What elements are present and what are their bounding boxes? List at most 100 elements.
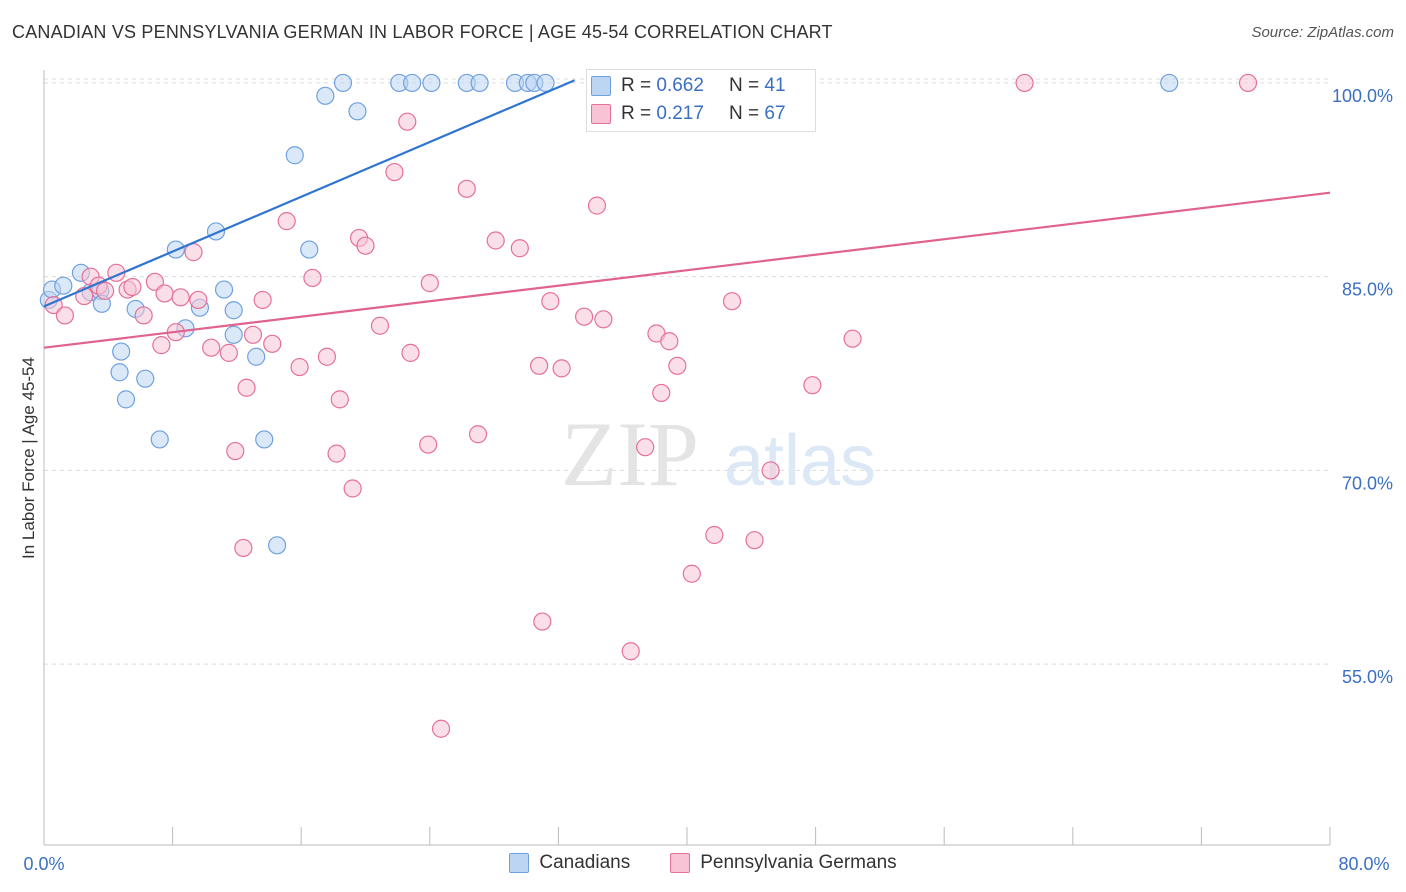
data-point [277, 212, 296, 231]
data-point [155, 284, 174, 303]
stats-r-label: R = [621, 75, 652, 96]
data-point [457, 179, 476, 198]
data-point [330, 390, 349, 409]
data-point [136, 369, 155, 388]
data-point [594, 310, 613, 329]
data-point [745, 531, 764, 550]
trend-lines [43, 79, 1331, 349]
data-point [705, 525, 724, 545]
data-point [403, 73, 422, 93]
data-point [420, 274, 439, 293]
data-point [552, 359, 571, 378]
data-point [55, 306, 74, 325]
data-point [317, 347, 337, 366]
y-tick-label: 100.0% [1332, 86, 1393, 106]
legend-item-pa-germans[interactable]: Pennsylvania Germans [670, 852, 897, 874]
x-tick-label: 80.0% [1338, 854, 1389, 874]
data-point [202, 338, 221, 357]
data-point [803, 376, 822, 395]
data-point [510, 239, 529, 258]
data-point [422, 73, 441, 93]
data-point [263, 334, 282, 353]
stats-row-canadians: R = 0.662 N = 41 [587, 73, 815, 99]
stats-r-value-pa-germans: 0.217 [656, 103, 704, 124]
data-point [110, 363, 129, 382]
source-label: Source: ZipAtlas.com [1251, 24, 1394, 41]
data-point [253, 290, 272, 310]
data-point [316, 86, 335, 105]
legend: Canadians Pennsylvania Germans [0, 852, 1406, 874]
legend-label-canadians: Canadians [539, 852, 631, 873]
data-point [668, 356, 687, 375]
stats-swatch-canadians [591, 76, 611, 96]
data-point [303, 268, 322, 288]
data-point [636, 438, 655, 457]
data-point [398, 112, 417, 131]
data-point [343, 479, 362, 498]
data-point [370, 316, 390, 335]
data-point [112, 342, 131, 361]
data-point [333, 73, 353, 93]
data-point [171, 288, 190, 307]
data-point [247, 347, 266, 366]
data-point [419, 435, 438, 454]
chart-title: CANADIAN VS PENNSYLVANIA GERMAN IN LABOR… [12, 22, 833, 42]
data-point [621, 642, 640, 661]
y-tick-label: 55.0% [1342, 667, 1393, 687]
series-pa-germans [44, 73, 1258, 738]
data-point [189, 290, 208, 310]
watermark-zip: ZIP [561, 403, 699, 505]
data-point [214, 280, 234, 299]
data-point [237, 378, 256, 397]
data-point [722, 292, 742, 311]
data-point [285, 146, 304, 165]
data-point [116, 390, 136, 409]
legend-label-pa-germans: Pennsylvania Germans [700, 852, 897, 873]
data-point [575, 307, 594, 326]
stats-box: R = 0.662 N = 41 R = 0.217 N = 67 [586, 69, 816, 132]
stats-r-label: R = [621, 103, 652, 124]
data-point [290, 357, 309, 377]
data-point [486, 231, 505, 250]
data-point [682, 564, 701, 583]
data-point [224, 325, 243, 344]
data-point [536, 73, 555, 93]
data-point [468, 425, 488, 444]
data-point [587, 196, 607, 215]
data-point [385, 162, 404, 182]
data-point [152, 336, 171, 355]
stats-n-label: N = [729, 103, 760, 124]
watermark-atlas: atlas [724, 421, 876, 501]
legend-item-canadians[interactable]: Canadians [509, 852, 630, 874]
legend-swatch-canadians [509, 853, 530, 873]
data-point [255, 430, 274, 449]
data-point [219, 343, 238, 362]
data-point [1015, 73, 1034, 93]
data-point [243, 325, 263, 344]
data-point [1160, 73, 1179, 93]
data-point [300, 240, 319, 259]
stats-r-value-canadians: 0.662 [656, 75, 704, 96]
data-point [150, 430, 169, 449]
watermark: ZIP atlas [561, 403, 876, 505]
data-point [348, 102, 367, 121]
data-point [470, 73, 489, 93]
stats-n-value-pa-germans: 67 [764, 103, 786, 124]
data-point [327, 444, 346, 463]
data-point [356, 236, 375, 255]
data-point [843, 329, 862, 348]
trend-line [43, 79, 575, 308]
x-tick-label: 0.0% [23, 854, 64, 874]
trend-line [43, 191, 1331, 349]
data-point [267, 536, 287, 555]
stats-n-label: N = [729, 75, 760, 96]
data-point [224, 301, 243, 320]
data-point [530, 356, 549, 375]
y-tick-label: 70.0% [1342, 473, 1393, 493]
data-point [660, 332, 679, 351]
data-point [54, 276, 73, 295]
axes [43, 70, 1331, 846]
data-point [431, 719, 451, 738]
data-point [1238, 73, 1258, 93]
